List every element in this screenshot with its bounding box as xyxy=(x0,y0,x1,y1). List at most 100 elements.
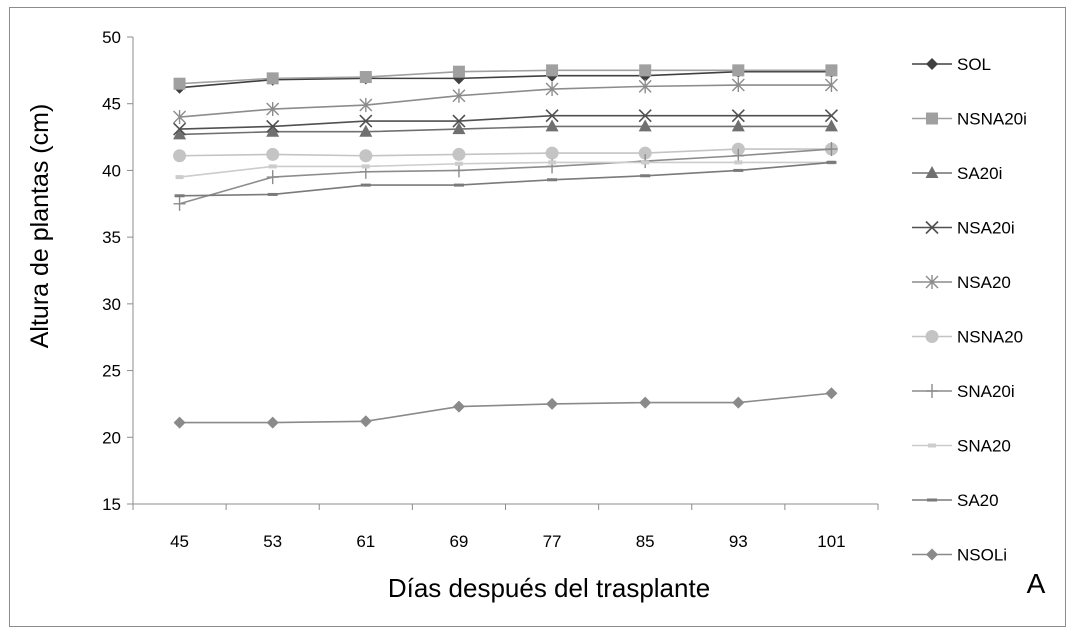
legend-item: SOL xyxy=(912,55,991,74)
data-point xyxy=(733,168,744,172)
marker-stroke xyxy=(731,109,745,123)
legend-label: NSNA20 xyxy=(957,328,1023,347)
data-point xyxy=(359,98,373,113)
data-point xyxy=(359,149,373,163)
x-tick-label: 93 xyxy=(729,532,748,551)
legend-marker xyxy=(927,498,937,502)
x-tick-label: 85 xyxy=(636,532,655,551)
panel-label: A xyxy=(1027,568,1046,599)
data-point xyxy=(173,110,187,125)
data-point xyxy=(266,124,280,137)
plot-area: 15 20 25 30 35 40 45 50 45 53 61 69 77 85 93 101 xyxy=(102,28,879,551)
x-tick-label: 69 xyxy=(449,532,468,551)
data-point xyxy=(638,146,652,160)
chart-border xyxy=(9,7,1066,627)
data-point xyxy=(546,397,559,410)
data-point xyxy=(359,114,373,128)
legend-label: NSNA20i xyxy=(957,110,1027,129)
legend-item: NSOLi xyxy=(912,546,1007,565)
data-point xyxy=(731,119,745,132)
marker-stroke xyxy=(638,109,652,123)
data-point xyxy=(266,119,280,133)
data-point xyxy=(173,196,186,211)
x-tick-label: 45 xyxy=(170,532,189,551)
data-point xyxy=(639,64,652,77)
y-tick-label: 40 xyxy=(102,161,121,180)
data-point xyxy=(268,164,277,169)
data-point xyxy=(173,149,187,163)
data-point xyxy=(266,72,279,85)
marker-stroke xyxy=(452,114,466,128)
y-tick-label: 15 xyxy=(102,495,121,514)
legend-label: SNA20i xyxy=(957,382,1015,401)
marker-stroke xyxy=(266,119,280,133)
series-line xyxy=(179,161,832,178)
series-line xyxy=(179,70,832,89)
data-point xyxy=(546,64,559,77)
marker-stroke xyxy=(545,109,559,123)
y-tick-label: 30 xyxy=(102,295,121,314)
legend-marker xyxy=(925,275,939,289)
data-point xyxy=(731,109,745,123)
data-point xyxy=(267,192,278,196)
data-point xyxy=(266,170,279,185)
data-point xyxy=(638,109,652,123)
data-point xyxy=(361,164,370,169)
marker-stroke xyxy=(824,109,839,123)
marker-stroke xyxy=(925,220,939,235)
x-tick-label: 61 xyxy=(356,532,375,551)
series-line xyxy=(179,392,832,424)
legend: SOL NSNA20i SA20i NSA20i NSA20 NSNA20 SNA20i SN… xyxy=(912,55,1027,565)
data-point xyxy=(266,102,280,117)
data-point xyxy=(545,146,559,160)
legend-label: SNA20 xyxy=(957,437,1011,456)
data-point xyxy=(731,78,745,93)
data-point xyxy=(824,119,838,132)
data-point xyxy=(452,114,466,128)
series-line xyxy=(179,125,832,136)
legend-item: SNA20i xyxy=(912,382,1015,401)
legend-marker xyxy=(926,548,938,561)
data-point xyxy=(173,127,187,140)
data-point xyxy=(359,71,372,84)
series-line xyxy=(179,69,832,85)
y-tick-label: 20 xyxy=(102,428,121,447)
data-point xyxy=(545,82,559,97)
data-point xyxy=(452,88,466,103)
marker-stroke xyxy=(359,114,373,128)
data-point xyxy=(452,122,466,135)
legend-marker xyxy=(926,384,938,398)
data-point xyxy=(826,160,837,164)
data-point xyxy=(640,174,651,178)
y-tick-label: 35 xyxy=(102,228,121,247)
data-point xyxy=(452,65,465,78)
data-point xyxy=(452,163,465,178)
legend-item: NSNA20 xyxy=(912,328,1023,347)
data-point xyxy=(824,78,838,93)
data-point xyxy=(547,178,558,182)
legend-label: SOL xyxy=(957,55,991,74)
x-tick-label: 101 xyxy=(817,532,845,551)
marker-stroke xyxy=(172,122,187,136)
data-point xyxy=(454,161,463,166)
legend-item: SNA20 xyxy=(912,437,1011,456)
data-point xyxy=(173,77,186,90)
data-point xyxy=(359,415,372,428)
data-point xyxy=(638,79,652,94)
data-point xyxy=(545,109,559,123)
legend-marker xyxy=(926,58,938,70)
data-point xyxy=(638,119,652,132)
data-point xyxy=(639,396,652,409)
legend-label: NSA20i xyxy=(957,219,1015,238)
data-point xyxy=(452,400,465,413)
data-point xyxy=(825,387,838,400)
data-point xyxy=(641,160,650,165)
y-tick-label: 45 xyxy=(102,95,121,114)
x-tick-label: 77 xyxy=(543,532,562,551)
y-tick-label: 25 xyxy=(102,362,121,381)
legend-marker xyxy=(925,166,939,178)
series-line xyxy=(179,148,832,157)
data-point xyxy=(360,183,371,187)
x-axis-label: Días después del trasplante xyxy=(388,573,710,603)
series-line xyxy=(179,114,832,130)
